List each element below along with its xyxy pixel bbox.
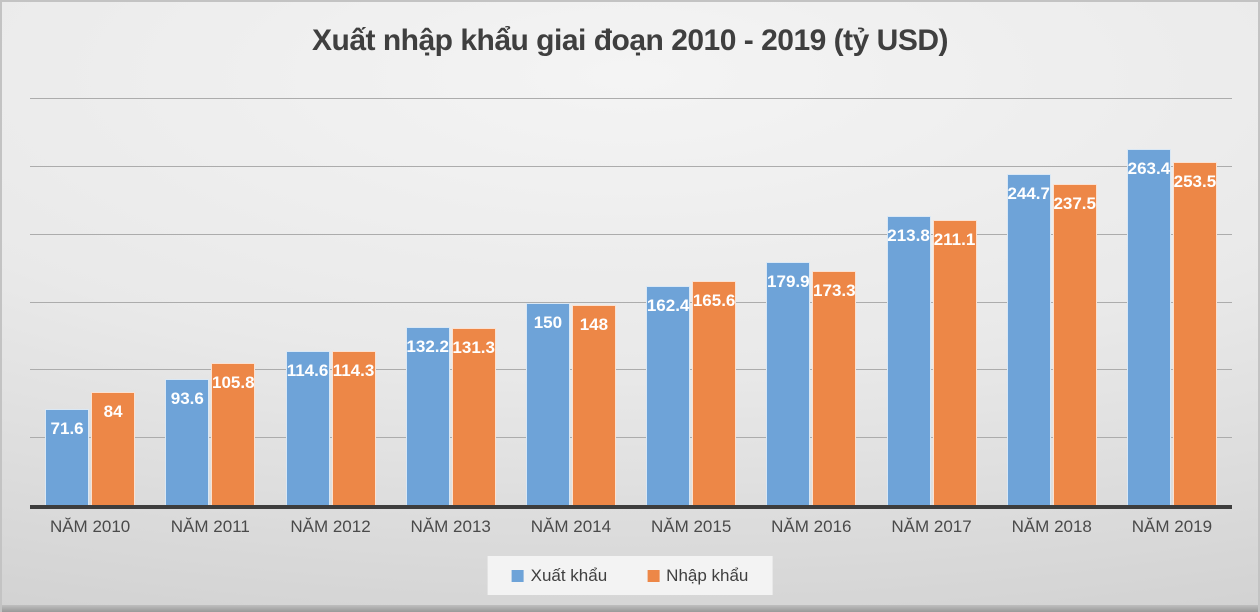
bar-group: 263.4 253.5 bbox=[1112, 99, 1232, 506]
chart-legend: Xuất khẩu Nhập khẩu bbox=[487, 556, 773, 595]
bar-value-label: 114.3 bbox=[332, 360, 375, 380]
bar-value-label: 237.5 bbox=[1053, 193, 1096, 213]
chart-title: Xuất nhập khẩu giai đoạn 2010 - 2019 (tỷ… bbox=[311, 24, 949, 57]
bar-nhap-khau: 237.5 bbox=[1052, 183, 1097, 506]
bar-xuat-khau: 213.8 bbox=[886, 215, 931, 506]
gridline bbox=[30, 165, 1232, 167]
bar-nhap-khau: 148 bbox=[571, 305, 616, 506]
bar-nhap-khau: 105.8 bbox=[211, 362, 256, 506]
plot-area: 71.6 84 93.6 105.8 114.6 114.3 132.2 131.3 150 14… bbox=[30, 98, 1232, 509]
bar-value-label: 132.2 bbox=[406, 336, 449, 356]
bar-value-label: 162.4 bbox=[646, 295, 690, 315]
bar-value-label: 213.8 bbox=[887, 225, 930, 245]
bar-nhap-khau: 253.5 bbox=[1172, 162, 1217, 506]
bar-xuat-khau: 150 bbox=[525, 302, 570, 506]
x-axis-label: NĂM 2016 bbox=[771, 517, 852, 536]
bar-value-label: 131.3 bbox=[452, 337, 495, 357]
x-axis-label: NĂM 2017 bbox=[891, 517, 972, 536]
bar-nhap-khau: 173.3 bbox=[812, 270, 857, 506]
bar-xuat-khau: 93.6 bbox=[165, 379, 210, 506]
gridline bbox=[30, 301, 1232, 303]
bar-value-label: 253.5 bbox=[1173, 172, 1217, 192]
bar-value-label: 211.1 bbox=[933, 229, 976, 249]
gridline bbox=[30, 369, 1232, 371]
bar-group: 179.9 173.3 bbox=[751, 99, 871, 506]
bar-xuat-khau: 114.6 bbox=[285, 350, 330, 506]
bar-groups: 71.6 84 93.6 105.8 114.6 114.3 132.2 131.3 150 14… bbox=[30, 99, 1232, 506]
legend-swatch-icon bbox=[647, 569, 660, 582]
bar-value-label: 84 bbox=[103, 402, 123, 421]
bar-value-label: 114.6 bbox=[286, 360, 329, 380]
bar-value-label: 148 bbox=[579, 315, 609, 335]
x-axis-labels: NĂM 2010 NĂM 2011 NĂM 2012 NĂM 2013 NĂM 2014… bbox=[30, 517, 1232, 537]
bar-value-label: 71.6 bbox=[50, 418, 84, 438]
x-axis-label: NĂM 2015 bbox=[650, 517, 732, 536]
bar-group: 114.6 114.3 bbox=[270, 99, 390, 506]
bar-group: 162.4 165.6 bbox=[631, 99, 751, 506]
bar-nhap-khau: 84 bbox=[91, 392, 136, 506]
bar-xuat-khau: 244.7 bbox=[1006, 174, 1051, 506]
bar-value-label: 150 bbox=[533, 312, 563, 332]
bar-xuat-khau: 162.4 bbox=[646, 285, 691, 506]
gridline bbox=[30, 437, 1232, 439]
legend-item: Xuất khẩu bbox=[511, 565, 608, 586]
legend-label: Xuất khẩu bbox=[530, 565, 608, 585]
x-axis-label: NĂM 2010 bbox=[49, 517, 131, 536]
bar-value-label: 93.6 bbox=[170, 389, 204, 408]
bar-value-label: 165.6 bbox=[692, 291, 736, 311]
bar-group: 93.6 105.8 bbox=[150, 99, 270, 506]
bar-value-label: 179.9 bbox=[767, 271, 810, 291]
x-axis-label: NĂM 2014 bbox=[530, 517, 612, 536]
bar-nhap-khau: 165.6 bbox=[692, 281, 737, 506]
x-axis-label: NĂM 2018 bbox=[1011, 517, 1092, 536]
bar-value-label: 173.3 bbox=[813, 280, 856, 300]
bar-nhap-khau: 114.3 bbox=[331, 350, 376, 506]
bar-group: 150 148 bbox=[511, 99, 631, 506]
bar-group: 244.7 237.5 bbox=[992, 99, 1112, 506]
bar-value-label: 244.7 bbox=[1007, 184, 1050, 203]
bar-value-label: 105.8 bbox=[212, 372, 255, 392]
bar-group: 71.6 84 bbox=[30, 99, 150, 506]
x-axis-line bbox=[30, 505, 1232, 509]
bar-nhap-khau: 131.3 bbox=[451, 327, 496, 506]
bar-xuat-khau: 179.9 bbox=[766, 261, 811, 506]
bar-xuat-khau: 263.4 bbox=[1126, 148, 1171, 506]
x-axis-label: NĂM 2019 bbox=[1131, 517, 1213, 536]
bar-group: 213.8 211.1 bbox=[871, 99, 991, 506]
gridline bbox=[30, 98, 1232, 99]
bar-group: 132.2 131.3 bbox=[391, 99, 511, 506]
bar-value-label: 263.4 bbox=[1127, 158, 1171, 178]
gridline bbox=[30, 233, 1232, 235]
legend-item: Nhập khẩu bbox=[647, 566, 748, 586]
slide-bottom-edge bbox=[2, 605, 1258, 612]
bar-xuat-khau: 132.2 bbox=[405, 326, 450, 506]
legend-swatch-icon bbox=[511, 569, 524, 582]
bar-xuat-khau: 71.6 bbox=[45, 408, 90, 506]
x-axis-label: NĂM 2012 bbox=[290, 517, 371, 536]
x-axis-label: NĂM 2011 bbox=[170, 517, 250, 536]
x-axis-label: NĂM 2013 bbox=[410, 517, 491, 536]
legend-label: Nhập khẩu bbox=[666, 565, 749, 585]
bar-nhap-khau: 211.1 bbox=[932, 219, 977, 506]
